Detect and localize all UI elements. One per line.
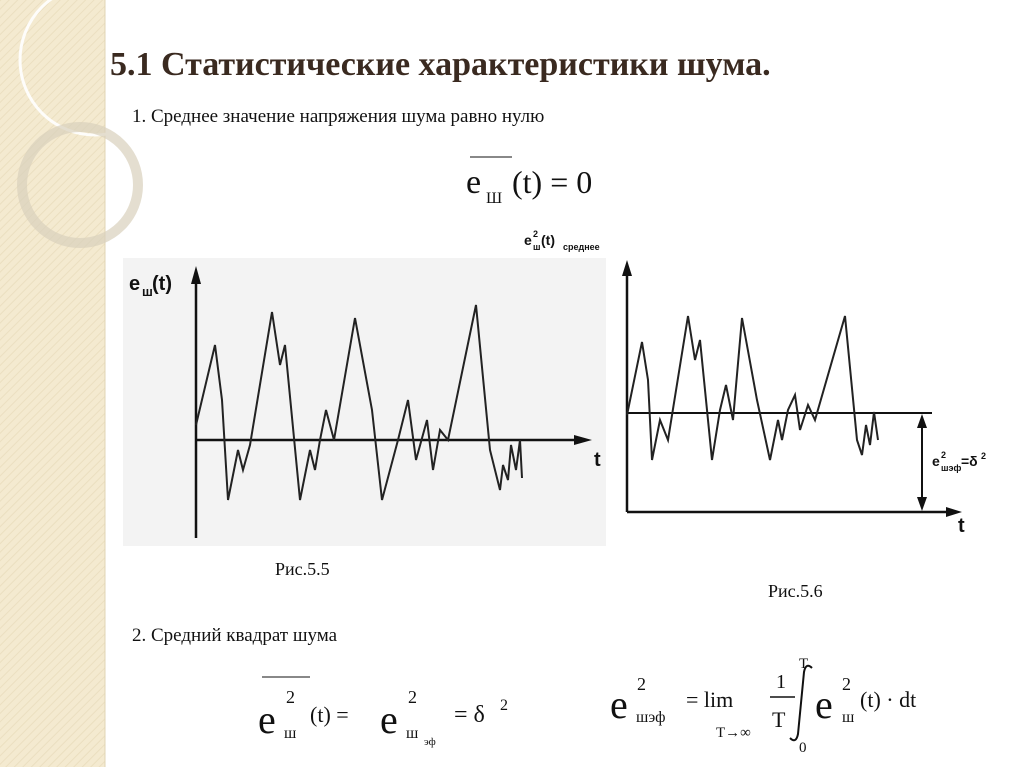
superscript: 2 [842, 674, 851, 694]
axis-label: (t) [152, 273, 172, 295]
superscript: 2 [408, 687, 417, 707]
symbol: e [380, 697, 398, 742]
superscript: 2 [637, 674, 646, 694]
formula-text: = lim [686, 687, 733, 712]
subscript: эф [424, 736, 436, 748]
integral [789, 664, 813, 742]
axis-label: t [594, 449, 601, 471]
symbol: e [466, 164, 481, 201]
arrow [574, 435, 592, 445]
annotation: =δ [961, 453, 978, 469]
annotation: 2 [941, 450, 946, 460]
formula-text: T [799, 656, 808, 672]
axis-label: e [524, 232, 532, 248]
axis-label: ш [142, 284, 153, 299]
superscript: 2 [286, 687, 295, 707]
side-panel [0, 0, 105, 767]
axis-label: t [958, 515, 965, 537]
formula-text: (t) · dt [860, 687, 916, 712]
arrow [917, 414, 927, 428]
formula-2: e 2 ш (t) = e 2 ш эф = δ 2 [258, 676, 508, 748]
annotation: 2 [981, 451, 986, 461]
formula-text: 1 [776, 671, 786, 693]
formula-text: 0 [799, 740, 807, 756]
subscript: ш [284, 725, 297, 742]
superscript: 2 [500, 697, 508, 714]
symbol: e [258, 697, 276, 742]
subscript: ш [406, 725, 419, 742]
axis-label: 2 [533, 229, 538, 239]
axis-label: e [129, 273, 140, 295]
symbol: e [815, 682, 833, 727]
formula-3: e 2 шэф = lim T→∞ 1 T T 0 e 2 ш (t) · dt [610, 656, 916, 756]
deco-circle [18, 0, 172, 137]
arrow [191, 266, 201, 284]
axis-label: среднее [563, 242, 600, 252]
item: 2. Средний квадрат шума [132, 625, 338, 646]
formula-text: (t) = [310, 702, 349, 727]
title: 5.1 Статистические характеристики шума. [110, 46, 771, 83]
formula-text: T [772, 707, 786, 732]
axis-label: ш [533, 242, 541, 252]
axis-label: (t) [541, 232, 555, 248]
item: 1. Среднее значение напряжения шума равн… [132, 106, 544, 127]
subscript: шэф [636, 709, 665, 726]
symbol: e [610, 682, 628, 727]
arrow [622, 260, 632, 276]
figure-1: e ш (t) t [123, 258, 606, 546]
formula-1: e Ш (t) = 0 [466, 156, 592, 207]
caption: Рис.5.6 [768, 581, 823, 601]
caption: Рис.5.5 [275, 559, 330, 579]
deco-circle [17, 122, 143, 248]
waveform [626, 315, 879, 461]
annotation: шэф [941, 463, 961, 473]
arrow [917, 497, 927, 511]
subscript: Ш [486, 190, 502, 207]
formula-text: (t) = 0 [512, 164, 592, 200]
figure-bg [123, 258, 606, 546]
annotation: e [932, 453, 940, 469]
figure-2: e 2 ш (t) среднее e 2 шэф =δ 2 t [524, 229, 986, 537]
arrow [946, 507, 962, 517]
formula-text: = δ [454, 702, 485, 728]
waveform [195, 304, 523, 501]
subscript: ш [842, 709, 855, 726]
formula-text: T→∞ [716, 725, 751, 741]
